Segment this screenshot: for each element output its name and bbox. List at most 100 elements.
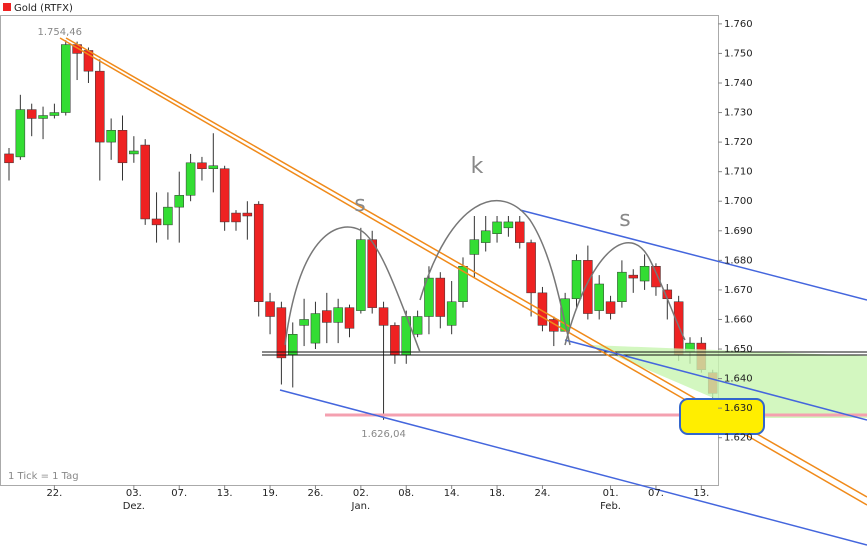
candle-body <box>197 162 207 169</box>
candle-body <box>4 153 14 164</box>
channel-line <box>564 339 867 421</box>
candle-body <box>571 260 582 300</box>
candle-body <box>310 313 321 344</box>
candle-body <box>446 301 457 326</box>
candle-body <box>651 266 661 288</box>
candle-body <box>174 195 184 208</box>
candle-body <box>140 144 150 220</box>
x-tick-label: 03. <box>126 488 142 499</box>
candle-body <box>208 165 219 169</box>
y-tick-label: 1.670 <box>724 285 753 296</box>
x-tick-label: 13. <box>693 488 709 499</box>
x-tick-label: 01. <box>603 488 619 499</box>
x-tick-label: 07. <box>171 488 187 499</box>
candle-body <box>628 274 638 279</box>
x-tick-label: 07. <box>648 488 664 499</box>
candle-body <box>61 44 71 113</box>
y-tick-label: 1.690 <box>724 226 753 237</box>
y-tick-label: 1.630 <box>724 403 753 414</box>
candle-body <box>231 212 241 223</box>
y-tick-label: 1.710 <box>724 167 753 178</box>
candle-body <box>117 130 128 164</box>
candle-body <box>163 206 173 226</box>
x-tick-label: 19. <box>262 488 278 499</box>
target-box <box>679 398 765 435</box>
pattern-arc <box>419 199 571 346</box>
candle-body <box>95 70 105 143</box>
y-tick-label: 1.640 <box>724 374 753 385</box>
labels: Gold (RTFX) 1 Tick = 1 Tag s k s 1.620 1.… <box>3 3 753 512</box>
legend-swatch <box>3 3 11 11</box>
candle-body <box>424 277 434 317</box>
candle-body <box>617 271 627 302</box>
low-label: 1.626,04 <box>361 429 406 440</box>
x-tick-label: 02. <box>353 488 369 499</box>
candle-body <box>549 319 559 332</box>
candle-body <box>594 283 604 311</box>
pattern-label: k <box>471 154 484 179</box>
candle-body <box>276 307 287 359</box>
high-label: 1.754,46 <box>37 27 82 38</box>
x-tick-label: 24. <box>534 488 550 499</box>
x-tick-label: 18. <box>489 488 505 499</box>
candle-body <box>322 310 332 323</box>
candle-body <box>333 307 343 323</box>
pattern-label: s <box>354 192 365 217</box>
candle-body <box>583 260 593 314</box>
x-tick-label: 22. <box>46 488 62 499</box>
x-tick-label: 14. <box>444 488 460 499</box>
candle-body <box>242 212 253 217</box>
pattern-arc <box>564 241 686 346</box>
candle-body <box>344 307 355 329</box>
candle-body <box>151 218 162 226</box>
y-tick-label: 1.700 <box>724 196 753 207</box>
y-tick-label: 1.750 <box>724 48 753 59</box>
y-tick-label: 1.650 <box>724 344 753 355</box>
pattern-label: s <box>619 207 630 232</box>
candle-body <box>390 325 400 356</box>
candle-body <box>129 150 139 155</box>
channel-line <box>519 209 867 301</box>
candle-body <box>185 162 196 196</box>
candle-body <box>38 115 48 119</box>
y-tick-label: 1.730 <box>724 108 753 119</box>
candle-body <box>299 319 309 326</box>
candle-body <box>435 277 446 317</box>
candle-body <box>412 316 423 335</box>
candle-body <box>480 230 491 243</box>
footnote: 1 Tick = 1 Tag <box>8 471 79 482</box>
candle-body <box>367 239 377 308</box>
y-tick-label: 1.740 <box>724 78 753 89</box>
candle-body <box>106 130 116 143</box>
channel-line <box>279 389 867 546</box>
pattern-arc <box>284 226 421 353</box>
y-tick-label: 1.680 <box>724 255 753 266</box>
chart-title: Gold (RTFX) <box>14 3 73 14</box>
month-label: Feb. <box>600 501 621 512</box>
candle-body <box>503 221 514 229</box>
candle-body <box>378 307 389 326</box>
candle-body <box>560 298 570 332</box>
candle-body <box>15 109 26 158</box>
candle-body <box>219 168 230 223</box>
candle-body <box>673 301 684 356</box>
candle-body <box>526 242 536 294</box>
x-tick-label: 13. <box>217 488 233 499</box>
x-tick-label: 26. <box>307 488 323 499</box>
candle-body <box>639 266 650 282</box>
candle-body <box>356 239 366 311</box>
candle-body <box>253 203 264 302</box>
candle-body <box>49 112 60 116</box>
candle-body <box>492 221 502 234</box>
candle-body <box>605 301 616 314</box>
y-tick-label: 1.660 <box>724 314 753 325</box>
candle-body <box>515 221 525 243</box>
candle-body <box>469 239 480 255</box>
month-label: Jan. <box>351 501 371 512</box>
y-tick-label: 1.620 <box>724 433 753 444</box>
y-tick-label: 1.760 <box>724 19 753 30</box>
candle-body <box>26 109 37 119</box>
y-tick-label: 1.720 <box>724 137 753 148</box>
drawings <box>59 37 867 546</box>
